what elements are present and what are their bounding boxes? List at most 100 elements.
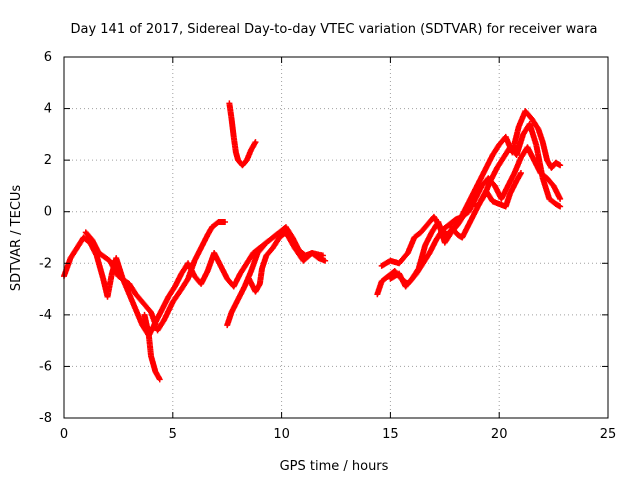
- data-point: [302, 259, 305, 262]
- data-point: [389, 259, 392, 262]
- data-point: [419, 231, 423, 234]
- data-point: [143, 313, 146, 317]
- data-point: [234, 151, 238, 154]
- data-point: [199, 246, 203, 250]
- data-point: [474, 210, 477, 213]
- tick-layer: 0 5 10 15 20 25 -8 -6 -4 -2 0 2 4 6: [39, 50, 616, 442]
- grid-layer: [64, 57, 608, 418]
- data-point: [219, 264, 222, 268]
- data-trace: [378, 108, 564, 269]
- data-point: [193, 259, 196, 262]
- data-point: [506, 184, 510, 188]
- data-point: [397, 272, 401, 275]
- data-point: [456, 233, 460, 237]
- data-point: [228, 102, 231, 105]
- data-point: [154, 370, 157, 373]
- data-point: [141, 300, 144, 304]
- data-point: [480, 184, 483, 188]
- data-point: [230, 117, 233, 121]
- data-point: [149, 354, 153, 358]
- data-point: [199, 282, 203, 286]
- data-point: [254, 140, 257, 144]
- data-point: [478, 179, 481, 182]
- data-point: [558, 205, 562, 208]
- data-point: [241, 164, 244, 167]
- data-point: [413, 236, 416, 239]
- data-point: [91, 238, 94, 242]
- series-group: [61, 100, 564, 383]
- data-point: [443, 241, 446, 244]
- data-point: [271, 236, 275, 239]
- data-point: [376, 293, 379, 296]
- data-point: [284, 231, 288, 234]
- data-point: [434, 238, 438, 242]
- x-tick-label: 25: [600, 427, 617, 442]
- data-point: [239, 272, 242, 275]
- data-point: [508, 146, 512, 149]
- data-point: [180, 287, 183, 291]
- data-point: [558, 197, 562, 201]
- data-point: [243, 285, 246, 288]
- data-point: [491, 153, 494, 157]
- data-point: [380, 264, 383, 268]
- data-point: [265, 241, 268, 244]
- data-point: [265, 254, 268, 257]
- data-point: [548, 197, 551, 201]
- data-point: [526, 146, 529, 149]
- data-point: [387, 274, 390, 278]
- data-point: [417, 267, 420, 270]
- plot-frame: [63, 56, 609, 419]
- y-tick-label: 0: [44, 205, 52, 220]
- data-point: [467, 223, 470, 226]
- data-point: [262, 244, 266, 247]
- data-point: [541, 176, 544, 180]
- data-point: [437, 220, 440, 224]
- chart-title: Day 141 of 2017, Sidereal Day-to-day VTE…: [70, 22, 597, 37]
- data-point: [278, 236, 281, 239]
- data-point: [106, 295, 109, 299]
- data-point: [493, 184, 497, 188]
- data-point: [75, 246, 79, 250]
- data-point: [461, 236, 464, 239]
- data-point: [230, 311, 233, 314]
- data-point: [410, 277, 414, 280]
- data-point: [456, 223, 460, 226]
- data-point: [232, 285, 235, 288]
- x-tick-label: 15: [382, 427, 399, 442]
- data-point: [484, 189, 488, 193]
- y-tick-label: 4: [44, 102, 52, 117]
- data-point: [463, 213, 466, 216]
- data-point: [498, 143, 501, 146]
- data-point: [186, 277, 190, 280]
- data-point: [271, 246, 275, 250]
- data-point: [480, 197, 483, 201]
- data-point: [519, 171, 523, 175]
- data-point: [110, 272, 114, 275]
- data-point: [428, 251, 431, 255]
- data-point: [519, 156, 523, 159]
- data-point: [310, 251, 314, 255]
- data-point: [180, 272, 183, 275]
- data-point: [471, 192, 475, 195]
- data-point: [450, 231, 453, 234]
- data-point: [321, 254, 325, 257]
- data-point: [226, 277, 229, 280]
- data-trace: [245, 229, 326, 295]
- data-point: [534, 143, 538, 146]
- data-point: [245, 158, 248, 162]
- data-point: [502, 156, 505, 159]
- data-point: [380, 280, 383, 283]
- data-point: [426, 223, 429, 226]
- data-point: [521, 133, 525, 136]
- data-point: [260, 267, 264, 270]
- data-point: [97, 251, 101, 255]
- data-point: [141, 323, 144, 327]
- data-point: [162, 318, 166, 322]
- data-point: [284, 225, 288, 229]
- data-point: [158, 378, 161, 381]
- data-point: [537, 128, 540, 131]
- data-point: [550, 166, 553, 170]
- data-point: [508, 192, 512, 195]
- data-point: [206, 233, 209, 237]
